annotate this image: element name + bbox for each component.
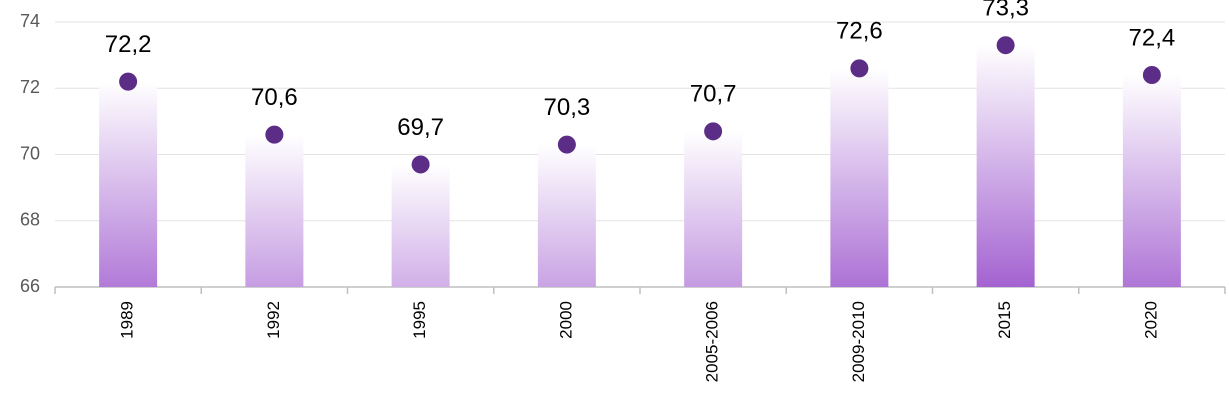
marker (996, 36, 1015, 55)
x-tick-label: 2015 (995, 301, 1014, 339)
bar (391, 164, 450, 287)
data-label: 72,4 (1129, 24, 1176, 51)
marker (704, 122, 723, 141)
x-tick-label: 2005-2006 (703, 301, 722, 382)
data-label: 72,6 (836, 18, 883, 45)
bar (99, 81, 158, 287)
bar (245, 134, 304, 287)
x-tick-label: 2000 (556, 301, 575, 339)
data-label: 69,7 (397, 114, 444, 141)
data-label: 73,3 (982, 0, 1029, 22)
x-tick-label: 2020 (1141, 301, 1160, 339)
x-tick-label: 1995 (410, 301, 429, 339)
bar (684, 131, 743, 287)
y-tick-label: 66 (20, 276, 40, 296)
marker (119, 72, 138, 91)
data-label: 70,3 (544, 94, 591, 121)
y-tick-label: 74 (20, 11, 40, 31)
bar (537, 144, 596, 287)
data-label: 70,6 (251, 84, 298, 111)
data-label: 72,2 (105, 31, 152, 58)
y-tick-label: 70 (20, 143, 40, 163)
marker (1142, 66, 1161, 84)
x-tick-label: 1992 (264, 301, 283, 339)
bar (976, 45, 1035, 287)
y-tick-label: 72 (20, 77, 40, 97)
x-tick-label: 1989 (118, 301, 137, 339)
marker (557, 135, 576, 154)
data-label: 70,7 (690, 81, 737, 108)
marker (850, 59, 869, 78)
y-tick-label: 68 (20, 210, 40, 230)
marker (265, 125, 284, 144)
bar (830, 68, 889, 287)
x-tick-label: 2009-2010 (849, 301, 868, 382)
marker (411, 155, 430, 174)
bar (1122, 75, 1181, 287)
